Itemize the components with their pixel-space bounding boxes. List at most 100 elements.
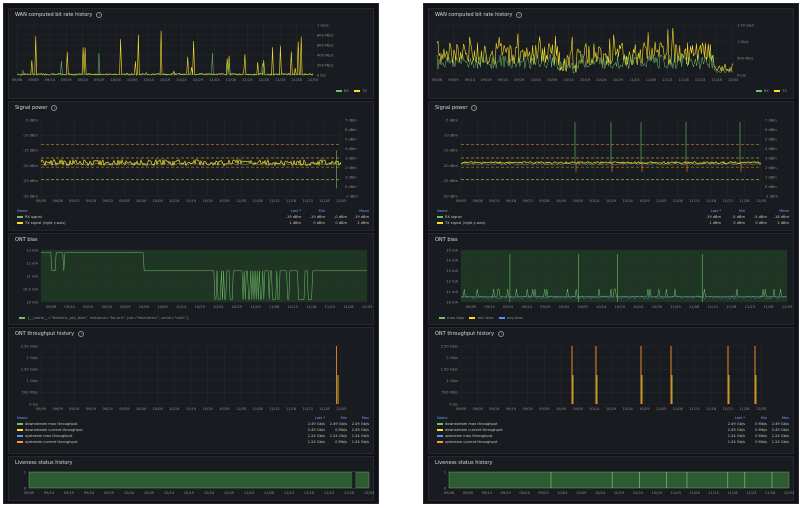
x-tick-label: 11/08 [264,491,275,495]
x-tick-label: 10/09 [144,491,155,495]
panel-title[interactable]: ONT throughput history i [435,331,505,337]
signal-chart[interactable]: -5 dBm -10 dBm -15 dBm -20 dBm -25 dBm -30 dB… [15,116,375,208]
panel-title[interactable]: WAN computed bit rate history i [435,12,523,18]
y-tick-label: 2 Gb/s [26,356,38,360]
panel-title[interactable]: Liveness status history [15,460,73,466]
x-tick-label: 11/18 [286,407,297,411]
x-tick-label: 10/24 [622,199,633,203]
x-tick-label: 09/24 [78,78,89,82]
x-tick-label: 10/29 [232,305,243,309]
x-tick-label: 11/28 [343,305,354,309]
x-tick-label: 09/13 [489,199,499,203]
panel-title[interactable]: ONT throughput history i [15,331,85,337]
legend-table: Name Last * Min Max downstream max throu… [437,415,791,445]
panel-title[interactable]: WAN computed bit rate history i [15,12,103,18]
series-tx [40,158,342,167]
bias-chart[interactable]: 13 mA 12 mA 11 mA 10.5 mA 10 mA 09/09 09/14 09/… [15,248,375,314]
legend-row[interactable]: upstream max throughput 1.24 Gb/s 0 Mb/s 1.… [437,433,791,439]
bias-chart[interactable]: 15 mA 14 mA 13 mA 12 mA 11 mA 10 mA 09/09 09/14… [435,248,795,314]
legend-row[interactable]: downstream max throughput 2.49 Gb/s 2.49 G… [17,421,371,427]
info-icon[interactable]: i [96,12,103,18]
signal-power-panel: Signal power i -5 dBm -10 dBm -15 dBm -20 dB… [8,101,374,231]
panel-title[interactable]: Signal power i [435,105,478,111]
legend-rx[interactable]: RX [763,88,769,93]
x-tick-label: 11/18 [286,199,297,203]
wan-chart[interactable]: 1.50 Gb/s 1 Gb/s 500 Mb/s 0 b/s 09/06 09/09 09… [432,23,765,85]
x-tick-label: 11/23 [302,407,312,411]
legend-row[interactable]: TX signal (right y-axis) 1 dBm 0 dBm 0 d… [437,220,791,226]
y-tick-label: 11 mA [26,274,38,278]
info-icon[interactable]: i [78,331,85,337]
x-tick-label: 10/24 [204,491,215,495]
x-tick-label: 09/29 [540,305,551,309]
y-tick-label: 10 mA [26,300,38,304]
x-tick-label: 10/04 [557,491,568,495]
panel-title[interactable]: Signal power i [15,105,58,111]
x-tick-label: 09/09 [36,407,47,411]
info-icon[interactable]: i [498,331,505,337]
x-tick-label: 11/18 [726,305,737,309]
x-tick-label: 09/14 [69,407,80,411]
x-tick-label: 10/14 [169,407,180,411]
legend-rx[interactable]: RX [343,88,349,93]
liveness-panel: Liveness status history 1 0 09/06 09/09 09/1… [428,456,794,501]
legend: RX TX [755,88,787,93]
throughput-chart[interactable]: 2.50 Gb/s 2 Gb/s 1.50 Gb/s 1 Gb/s 500 Mb/s 0 … [15,344,375,416]
legend-tx[interactable]: TX [782,88,787,93]
sort-last[interactable]: Last * [290,209,301,213]
signal-chart[interactable]: -5 dBm -10 dBm -15 dBm -20 dBm -25 dBm -30 dB… [435,116,795,208]
legend-header: Name Last * Min Max [437,416,789,420]
legend-row[interactable]: downstream current throughput 2.49 Gb/s 0 … [437,427,791,433]
legend-tx[interactable]: TX [362,88,367,93]
info-icon[interactable]: i [51,105,58,111]
dashboard-left: WAN computed bit rate history i 1 Gb/s 800… [3,3,379,504]
y-tick-label: -5 dBm [25,118,38,122]
legend[interactable]: {__name__="ftmetric_ont_bias", instance=… [19,315,189,320]
liveness-chart[interactable]: 1 0 09/09 09/14 09/19 09/24 09/29 10/04 10/09 10/… [15,470,375,496]
legend-row[interactable]: upstream max throughput 1.24 Gb/s 1.24 Gb/… [17,433,371,439]
x-tick-label: 09/29 [539,407,550,411]
panel-title[interactable]: Liveness status history [435,460,493,466]
x-tick-label: 10/19 [615,305,626,309]
info-icon[interactable]: i [516,12,523,18]
legend-row[interactable]: downstream current throughput 2.49 Gb/s 0 … [17,427,371,433]
x-tick-label: 09/19 [503,305,514,309]
y-tick-label: 1.50 Gb/s [737,23,754,27]
x-tick-label: 09/05 [456,199,466,203]
x-tick-label: 09/23 [102,199,112,203]
y-tick-label: 0 [444,486,447,490]
legend-row[interactable]: TX signal (right y-axis) 1 dBm 0 dBm 0 d… [17,220,371,226]
ont-bias-panel: ONT bias 13 mA 12 mA 11 mA 10.5 mA 10 mA 09/0… [8,233,374,325]
y-tick-label: 2.50 Gb/s [21,344,38,348]
legend-row[interactable]: RX signal -19 dBm -5 dBm -5 dBm -18 dBm [437,214,791,220]
x-tick-label: 11/03 [670,305,680,309]
y-tick-label: 1 [444,470,446,474]
y-tick-label: 5 dBm [345,137,357,141]
legend-row[interactable]: RX signal -19 dBm -19 dBm -0 dBm -19 dBm [17,214,371,220]
legend[interactable]: max bias min bias avg bias [439,315,523,320]
liveness-chart[interactable]: 1 0 09/06 09/09 09/14 09/19 09/24 09/29 10/04 10/… [435,470,795,496]
x-tick-label: 11/28 [711,78,722,82]
legend-row[interactable]: upstream current throughput 1.24 Gb/s 0 Mb… [437,439,791,445]
panel-title[interactable]: ONT bias [435,237,458,243]
wan-chart[interactable]: 1 Gb/s 800 Mb/s 600 Mb/s 400 Mb/s 200 Mb/s 0 … [12,23,345,85]
x-tick-label: 09/19 [61,78,72,82]
liveness-fill [448,471,790,489]
x-tick-label: 10/24 [596,78,607,82]
legend-row[interactable]: downstream max throughput 2.49 Gb/s 0 Mb/s… [437,421,791,427]
x-tick-label: 10/29 [193,78,204,82]
panel-title[interactable]: ONT bias [15,237,38,243]
x-tick-label: 11/13 [689,407,699,411]
x-tick-label: 10/09 [572,407,583,411]
x-tick-label: 10/24 [202,199,213,203]
x-tick-label: 09/14 [45,78,56,82]
x-tick-label: 11/03 [244,491,254,495]
x-tick-label: 09/29 [94,78,105,82]
x-tick-label: 09/09 [466,305,477,309]
y-tick-label: 3 dBm [345,156,357,160]
y-tick-label: -1 dBm [345,194,358,198]
info-icon[interactable]: i [471,105,478,111]
x-tick-label: 09/09 [28,78,39,82]
legend-row[interactable]: upstream current throughput 1.24 Gb/s 0 Mb… [17,439,371,445]
throughput-chart[interactable]: 2.50 Gb/s 2 Gb/s 1.50 Gb/s 1 Gb/s 500 Mb/s 0 … [435,344,795,416]
